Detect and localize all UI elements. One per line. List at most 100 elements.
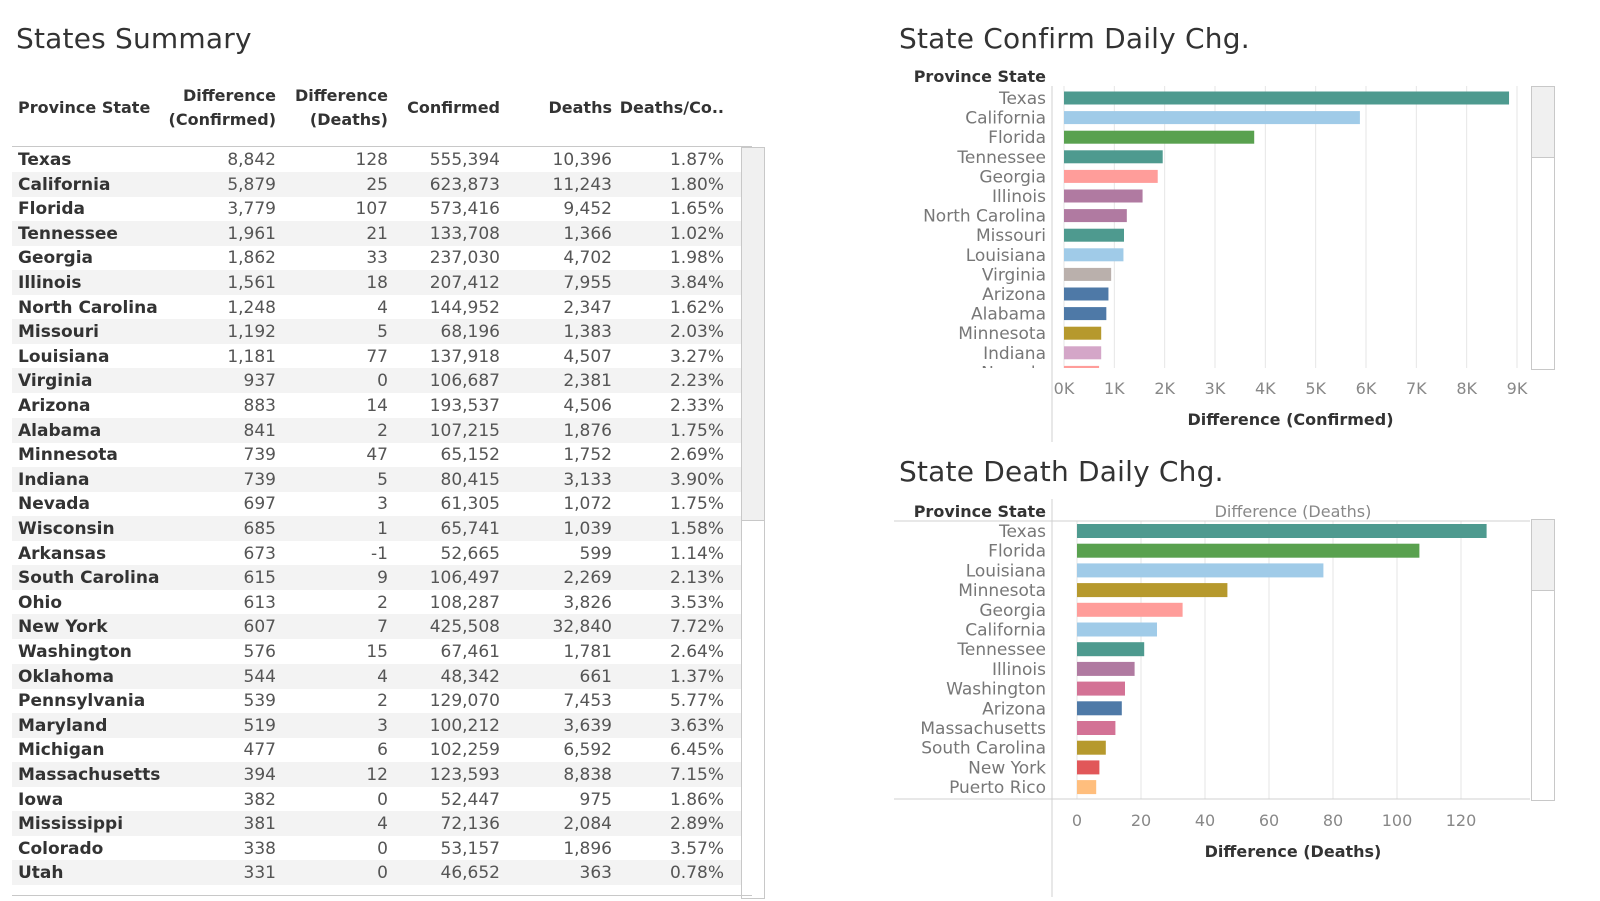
column-header-deaths[interactable]: Deaths: [548, 98, 613, 117]
table-row[interactable]: Missouri 1,192 5 68,196 1,383 2.03%: [12, 319, 752, 345]
confirm-chart-label-california[interactable]: California: [965, 109, 1046, 129]
table-row[interactable]: Wisconsin 685 1 65,741 1,039 1.58%: [12, 516, 752, 541]
death-chart-label-michigan[interactable]: Michigan: [970, 798, 1046, 818]
table-row[interactable]: Ohio 613 2 108,287 3,826 3.53%: [12, 590, 752, 615]
death-chart-bar-california[interactable]: [1077, 622, 1157, 637]
death-chart-label-georgia[interactable]: Georgia: [979, 601, 1046, 621]
death-chart-bar-new-york[interactable]: [1077, 760, 1100, 775]
confirm-chart-bar-indiana[interactable]: [1064, 346, 1102, 360]
table-scrollbar-thumb[interactable]: [742, 148, 764, 521]
death-chart-bar-tennessee[interactable]: [1077, 642, 1145, 657]
table-row[interactable]: Utah 331 0 46,652 363 0.78%: [12, 860, 752, 886]
column-header-difference-deaths[interactable]: Difference (Deaths): [294, 86, 388, 129]
table-row[interactable]: Washington 576 15 67,461 1,781 2.64%: [12, 639, 752, 664]
column-header-difference-confirmed[interactable]: Difference (Confirmed): [168, 86, 277, 129]
death-chart-bar-florida[interactable]: [1077, 543, 1420, 558]
table-row[interactable]: New York 607 7 425,508 32,840 7.72%: [12, 614, 752, 640]
table-row[interactable]: California 5,879 25 623,873 11,243 1.80%: [12, 171, 752, 197]
death-chart-label-massachusetts[interactable]: Massachusetts: [920, 719, 1046, 739]
confirm-chart-scrollbar-thumb[interactable]: [1532, 87, 1554, 158]
table-row[interactable]: Alabama 841 2 107,215 1,876 1.75%: [12, 417, 752, 443]
table-row[interactable]: Illinois 1,561 18 207,412 7,955 3.84%: [12, 270, 752, 295]
confirm-chart-label-tennessee[interactable]: Tennessee: [956, 148, 1046, 168]
table-row[interactable]: Tennessee 1,961 21 133,708 1,366 1.02%: [12, 220, 752, 246]
confirm-chart-label-texas[interactable]: Texas: [998, 89, 1046, 109]
confirm-chart-label-alabama[interactable]: Alabama: [971, 305, 1046, 325]
table-row[interactable]: Oklahoma 544 4 48,342 661 1.37%: [12, 663, 752, 689]
confirm-chart-label-georgia[interactable]: Georgia: [979, 167, 1046, 187]
table-row[interactable]: Indiana 739 5 80,415 3,133 3.90%: [12, 466, 752, 492]
confirm-chart-bar-arizona[interactable]: [1064, 287, 1109, 301]
confirm-chart-bar-florida[interactable]: [1064, 130, 1255, 144]
confirm-chart-label-minnesota[interactable]: Minnesota: [958, 324, 1046, 344]
column-header-confirmed[interactable]: Confirmed: [407, 98, 500, 117]
table-row[interactable]: Florida 3,779 107 573,416 9,452 1.65%: [12, 196, 752, 221]
table-row[interactable]: Arizona 883 14 193,537 4,506 2.33%: [12, 393, 752, 418]
death-chart-scrollbar[interactable]: [1531, 519, 1555, 801]
confirm-chart-label-florida[interactable]: Florida: [988, 128, 1046, 148]
death-chart-label-minnesota[interactable]: Minnesota: [958, 581, 1046, 601]
confirm-chart-scrollbar[interactable]: [1531, 86, 1555, 370]
death-chart-bar-arizona[interactable]: [1077, 701, 1122, 716]
death-chart-label-washington[interactable]: Washington: [946, 680, 1046, 700]
confirm-chart-label-louisiana[interactable]: Louisiana: [966, 246, 1046, 266]
table-row[interactable]: Pennsylvania 539 2 129,070 7,453 5.77%: [12, 688, 752, 713]
confirm-chart-label-virginia[interactable]: Virginia: [982, 265, 1046, 285]
death-chart-label-louisiana[interactable]: Louisiana: [966, 561, 1046, 581]
death-chart-scrollbar-thumb[interactable]: [1532, 520, 1554, 591]
death-chart-label-south-carolina[interactable]: South Carolina: [921, 739, 1046, 759]
death-chart-bar-puerto-rico[interactable]: [1077, 780, 1097, 795]
table-row[interactable]: Colorado 338 0 53,157 1,896 3.57%: [12, 836, 752, 861]
table-row[interactable]: Minnesota 739 47 65,152 1,752 2.69%: [12, 442, 752, 467]
death-chart-bar-minnesota[interactable]: [1077, 583, 1228, 598]
confirm-chart-bar-tennessee[interactable]: [1064, 150, 1163, 164]
table-row[interactable]: Arkansas 673 -1 52,665 599 1.14%: [12, 541, 752, 566]
table-scrollbar[interactable]: [741, 147, 765, 899]
confirm-chart-bar-minnesota[interactable]: [1064, 326, 1102, 340]
death-chart-label-florida[interactable]: Florida: [988, 542, 1046, 562]
death-chart-label-puerto-rico[interactable]: Puerto Rico: [949, 778, 1046, 798]
death-chart-bar-washington[interactable]: [1077, 681, 1125, 696]
confirm-chart-label-indiana[interactable]: Indiana: [983, 344, 1046, 364]
death-chart-bar-south-carolina[interactable]: [1077, 740, 1106, 755]
confirm-chart-bar-california[interactable]: [1064, 111, 1360, 125]
death-chart-label-illinois[interactable]: Illinois: [992, 660, 1046, 680]
confirm-chart-bar-nevada[interactable]: [1064, 365, 1100, 379]
table-row[interactable]: Louisiana 1,181 77 137,918 4,507 3.27%: [12, 344, 752, 369]
confirm-chart-bar-texas[interactable]: [1064, 91, 1510, 105]
confirm-chart-bar-north-carolina[interactable]: [1064, 209, 1127, 223]
death-chart-label-california[interactable]: California: [965, 621, 1046, 641]
table-row[interactable]: Georgia 1,862 33 237,030 4,702 1.98%: [12, 245, 752, 270]
confirm-chart-label-missouri[interactable]: Missouri: [976, 226, 1046, 246]
table-row[interactable]: Texas 8,842 128 555,394 10,396 1.87%: [12, 147, 752, 172]
confirm-chart-label-arizona[interactable]: Arizona: [982, 285, 1046, 305]
table-row[interactable]: Iowa 382 0 52,447 975 1.86%: [12, 787, 752, 812]
column-header-province-state[interactable]: Province State: [18, 98, 151, 117]
table-row[interactable]: North Carolina 1,248 4 144,952 2,347 1.62%: [12, 295, 752, 320]
table-row[interactable]: Mississippi 381 4 72,136 2,084 2.89%: [12, 811, 752, 837]
table-row[interactable]: Maryland 519 3 100,212 3,639 3.63%: [12, 712, 752, 738]
death-chart-label-texas[interactable]: Texas: [998, 522, 1046, 542]
death-chart-bar-louisiana[interactable]: [1077, 563, 1324, 578]
confirm-chart-bar-louisiana[interactable]: [1064, 248, 1124, 262]
death-chart-bar-georgia[interactable]: [1077, 602, 1183, 617]
death-chart-bar-illinois[interactable]: [1077, 661, 1135, 676]
confirm-chart-bar-virginia[interactable]: [1064, 267, 1112, 281]
confirm-chart-label-north-carolina[interactable]: North Carolina: [923, 207, 1046, 227]
table-row[interactable]: Nevada 697 3 61,305 1,072 1.75%: [12, 491, 752, 516]
death-chart-bar-massachusetts[interactable]: [1077, 721, 1116, 735]
confirm-chart-bar-georgia[interactable]: [1064, 169, 1158, 183]
column-header-deaths-per-confirmed[interactable]: Deaths/Co..: [619, 98, 724, 117]
death-chart-label-new-york[interactable]: New York: [968, 758, 1046, 778]
confirm-chart-bar-missouri[interactable]: [1064, 228, 1124, 242]
table-row[interactable]: Michigan 477 6 102,259 6,592 6.45%: [12, 737, 752, 762]
death-chart-label-tennessee[interactable]: Tennessee: [956, 640, 1046, 660]
table-row[interactable]: Virginia 937 0 106,687 2,381 2.23%: [12, 368, 752, 394]
death-chart-bar-texas[interactable]: [1077, 524, 1487, 538]
confirm-chart-label-nevada[interactable]: Nevada: [981, 363, 1046, 383]
confirm-chart-label-illinois[interactable]: Illinois: [992, 187, 1046, 207]
confirm-chart-bar-illinois[interactable]: [1064, 189, 1143, 203]
death-chart-label-arizona[interactable]: Arizona: [982, 699, 1046, 719]
table-row[interactable]: South Carolina 615 9 106,497 2,269 2.13%: [12, 565, 752, 591]
confirm-chart-bar-alabama[interactable]: [1064, 307, 1107, 321]
